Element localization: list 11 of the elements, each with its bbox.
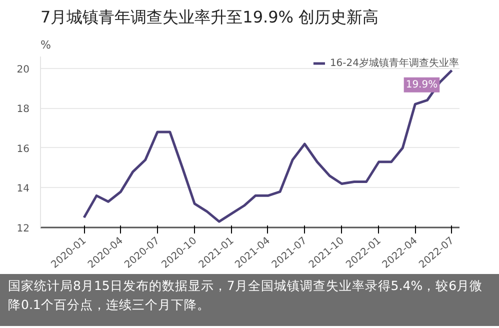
- annotation: 19.9%: [406, 79, 438, 90]
- y-tick-label: 12: [16, 224, 30, 234]
- y-tick-label: 14: [16, 184, 30, 195]
- line-series: [82, 69, 454, 223]
- y-axis-title: %: [40, 38, 51, 52]
- legend-label: 16-24岁城镇青年调查失业率: [330, 56, 459, 70]
- text: 国家统计局8月15日发布的数据显示，7月全国城镇调查失业率录得5.4%，较6月微降0.1个百分点，连续三个月下降。: [8, 277, 484, 314]
- y-tick-label: 16: [16, 144, 30, 155]
- y-tick-label: 18: [16, 104, 30, 116]
- y-tick-label: 20: [16, 64, 30, 76]
- chart-title: 7月城镇青年调查失业率升至19.9% 创历史新高: [40, 8, 379, 26]
